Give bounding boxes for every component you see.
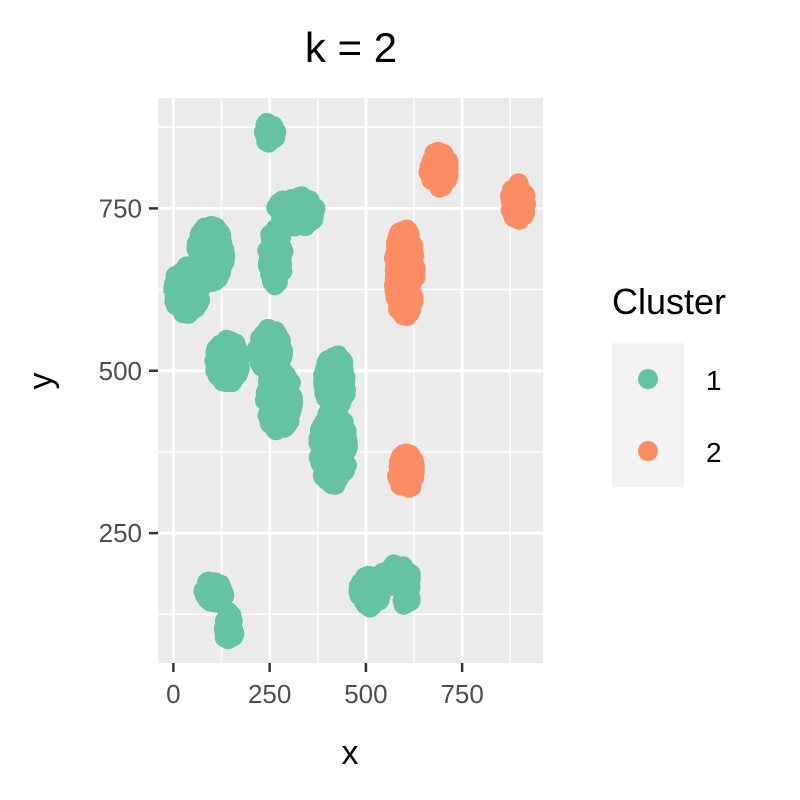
data-point [174, 264, 195, 285]
series-cluster-1 [163, 112, 421, 650]
x-tick-label: 250 [248, 679, 291, 709]
legend-title: Cluster [612, 281, 726, 322]
data-point [283, 392, 304, 413]
y-axis-title: y [22, 373, 60, 390]
data-point [256, 386, 277, 407]
data-point [393, 225, 414, 246]
data-point [311, 444, 332, 465]
data-point [392, 452, 413, 473]
data-point [271, 344, 292, 365]
data-point [318, 379, 338, 400]
y-tick-label: 250 [99, 518, 142, 548]
data-point [397, 272, 418, 292]
data-point [390, 295, 411, 316]
data-point [249, 341, 270, 361]
legend-label-2: 2 [706, 437, 722, 468]
data-point [397, 253, 418, 274]
data-point [215, 361, 236, 382]
legend-key-2 [638, 441, 658, 461]
data-point [392, 581, 413, 602]
x-tick-label: 750 [440, 679, 483, 709]
legend-key-background [612, 343, 684, 487]
data-point [266, 419, 287, 440]
x-axis-title: x [342, 734, 359, 772]
data-point [218, 605, 239, 626]
x-tick-label: 500 [344, 679, 387, 709]
data-point [172, 286, 193, 307]
data-point [330, 352, 351, 373]
chart-title: k = 2 [305, 24, 397, 71]
data-point [186, 238, 207, 259]
data-point [331, 446, 352, 467]
data-point [262, 270, 283, 291]
data-point [426, 170, 447, 191]
data-point [510, 207, 530, 228]
data-point [210, 231, 231, 251]
data-point [326, 430, 347, 451]
data-point [328, 469, 349, 490]
y-tick-label: 750 [99, 193, 142, 223]
data-point [300, 198, 321, 219]
data-point [205, 589, 226, 610]
data-point [265, 363, 286, 384]
legend: Cluster 1 2 [612, 281, 726, 487]
data-point [357, 573, 378, 593]
data-point [190, 290, 211, 310]
legend-label-1: 1 [706, 365, 722, 396]
y-axis: 250 500 750 [99, 193, 158, 548]
series-cluster-2 [383, 141, 537, 498]
data-point [257, 115, 278, 136]
data-point [284, 201, 305, 222]
data-point [217, 623, 238, 644]
data-point [426, 145, 447, 166]
x-axis: 0 250 500 750 [166, 663, 484, 709]
data-point [265, 321, 286, 342]
data-point [268, 232, 289, 253]
points-layer [163, 112, 537, 650]
y-tick-label: 500 [99, 356, 142, 386]
x-tick-label: 0 [166, 679, 180, 709]
data-point [214, 336, 235, 357]
legend-key-1 [638, 369, 658, 389]
